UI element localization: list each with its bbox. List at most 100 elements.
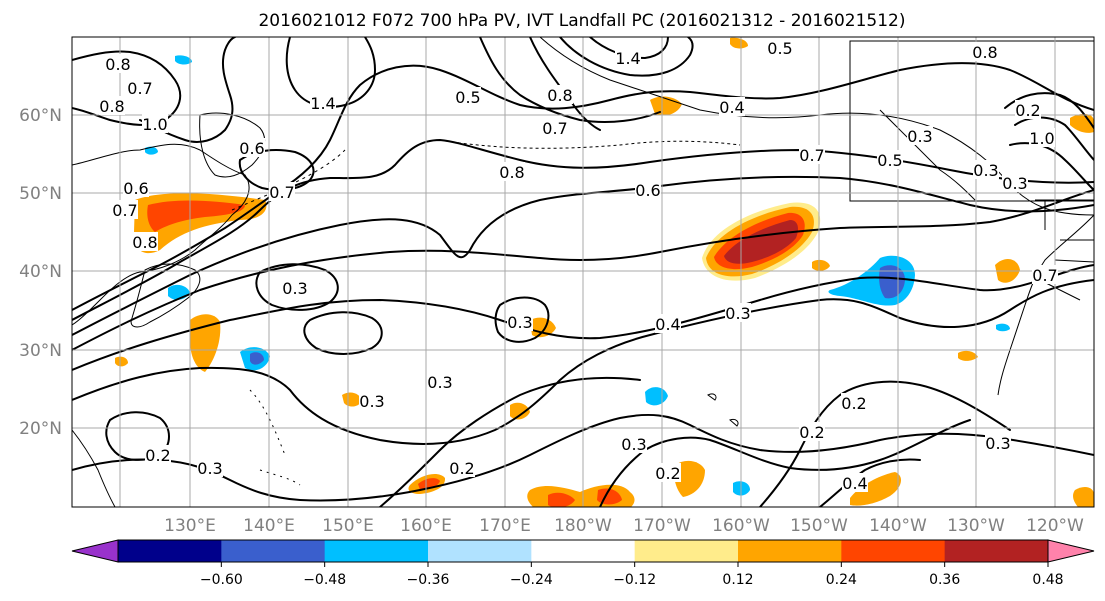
contour-0.5 — [72, 189, 1094, 351]
contour-1.4-aleut — [559, 37, 694, 77]
lon-tick-label: 140°E — [243, 516, 295, 536]
contour-label-bg — [972, 42, 998, 61]
lon-tick-label: 180°W — [554, 516, 612, 536]
contour-label-bg — [542, 118, 568, 137]
contour-label: 0.3 — [725, 304, 750, 323]
coast-pacific-islands — [249, 389, 301, 486]
coast-hawaii — [707, 393, 739, 427]
contour-label: 0.4 — [842, 474, 867, 493]
colorbar-extend-high — [1047, 539, 1095, 563]
contour-label: 0.7 — [799, 146, 824, 165]
graticule — [72, 37, 1094, 507]
contour-label-bg — [1032, 265, 1058, 284]
shade-orange-9 — [530, 317, 556, 338]
contour-0.8-west — [72, 50, 182, 126]
contour-label: 0.3 — [907, 127, 932, 146]
contour-0.5-aleut — [479, 37, 661, 123]
contour-label: 0.2 — [1015, 101, 1040, 120]
contour-label-bg — [127, 78, 153, 97]
contour-label: 0.8 — [547, 86, 572, 105]
lon-tick-label: 170°W — [633, 516, 691, 536]
colorbar-tick-label: 0.12 — [722, 572, 753, 588]
contour-label-bg — [132, 232, 158, 251]
contour-label: 0.2 — [145, 446, 170, 465]
contour-label-bg — [655, 314, 681, 333]
contour-1.0-east — [1004, 92, 1094, 129]
lat-tick-label: 20°N — [19, 419, 62, 439]
contour-1.4-west — [285, 37, 376, 108]
colorbar-tick-label: 0.48 — [1032, 572, 1063, 588]
contour-label-bg — [197, 458, 223, 477]
coast-kamchatka — [199, 112, 265, 178]
contour-label: 0.7 — [542, 119, 567, 138]
contour-label-bg — [842, 473, 868, 492]
contour-label-bg — [105, 54, 131, 73]
contour-0.3-closed-b — [303, 311, 383, 355]
contour-label: 0.3 — [973, 161, 998, 180]
contour-label: 0.7 — [112, 201, 137, 220]
shade-red-6 — [418, 478, 440, 490]
contour-label-bg — [282, 278, 308, 297]
contour-0.2-mid — [379, 376, 641, 507]
colorbar-segment — [738, 540, 842, 562]
contour-closed-1 — [238, 149, 315, 191]
contour-0.3-closed-c — [494, 296, 550, 343]
contour-label-bg — [455, 87, 481, 106]
lat-tick-label: 40°N — [19, 262, 62, 282]
contour-label-bg — [1002, 173, 1028, 192]
contour-label-bg — [621, 434, 647, 453]
contour-label-bg — [499, 162, 525, 181]
contour-label: 0.5 — [455, 88, 480, 107]
contour-label-bg — [239, 138, 265, 157]
shade-darkred-2 — [724, 220, 798, 264]
colorbar-tick-label: −0.24 — [510, 572, 553, 588]
contour-label: 0.6 — [635, 181, 660, 200]
colorbar-segment — [634, 540, 739, 562]
shade-orange-13 — [510, 402, 530, 420]
shade-cyan-24 — [175, 55, 192, 65]
contour-0.3-west — [72, 279, 1094, 445]
contour-0.2-south — [72, 413, 1094, 502]
contour-0.4 — [72, 264, 1094, 371]
contour-label: 0.6 — [123, 179, 148, 198]
contour-label-bg — [112, 200, 138, 219]
contour-label: 0.3 — [1002, 174, 1027, 193]
shade-cyan-25 — [145, 146, 158, 155]
contour-label: 0.4 — [655, 315, 680, 334]
contour-label: 0.2 — [841, 394, 866, 413]
shade-orange-18 — [812, 259, 830, 271]
colorbar-extend-low — [71, 539, 119, 563]
contour-label-bg — [310, 93, 336, 112]
contour-label-bg — [973, 160, 999, 179]
contour-0.6 — [72, 175, 1094, 336]
contour-0.3-closed-a — [255, 263, 339, 311]
contour-label-bg — [123, 178, 149, 197]
colorbar-tick-label: 0.36 — [929, 572, 960, 588]
colorbar-segment — [324, 540, 429, 562]
coast-northamerica — [997, 214, 1094, 396]
contour-label: 1.4 — [615, 49, 640, 68]
contour-label: 0.2 — [799, 423, 824, 442]
colorbar-frame — [117, 539, 1049, 563]
lon-tick-label: 160°W — [712, 516, 770, 536]
figure-title: 2016021012 F072 700 hPa PV, IVT Landfall… — [258, 11, 905, 31]
contour-label: 0.7 — [269, 183, 294, 202]
contour-label: 1.0 — [142, 115, 167, 134]
colorbar-segment — [531, 540, 636, 562]
contour-label-bg — [767, 38, 793, 57]
contour-label: 0.3 — [359, 392, 384, 411]
colorbar: −0.60 −0.48 −0.36 −0.24 −0.12 0.12 0.24 0.36 0.4… — [71, 539, 1095, 588]
lon-tick-label: 120°W — [1026, 516, 1084, 536]
shade-blue-3 — [879, 265, 905, 299]
contour-label: 0.3 — [197, 459, 222, 478]
contour-label: 0.4 — [719, 98, 744, 117]
contour-label: 1.0 — [1029, 129, 1054, 148]
region-box — [849, 40, 1094, 202]
contour-label-bg — [799, 422, 825, 441]
contour-label-bg — [1029, 128, 1055, 147]
contour-0.4-south — [819, 458, 921, 507]
contour-label: 0.8 — [105, 55, 130, 74]
contour-label-bg — [655, 463, 681, 482]
shade-orange-8 — [673, 460, 705, 497]
shade-blue-20 — [250, 352, 264, 365]
